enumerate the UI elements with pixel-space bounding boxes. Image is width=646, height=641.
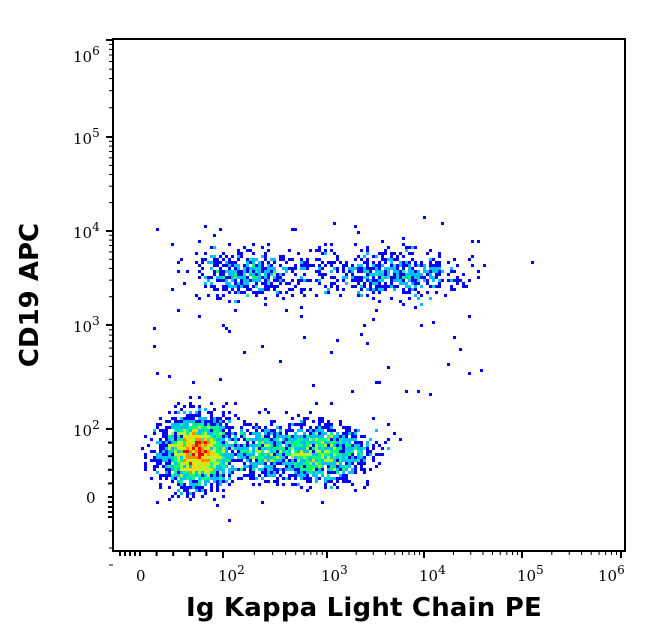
plot-frame (112, 38, 626, 552)
x-tick-label-0: 0 (136, 567, 146, 585)
x-axis-tick-labels: 0 102 103 104 105 106 (136, 563, 625, 585)
x-tick-label-1e3: 103 (321, 563, 348, 585)
x-tick-label-1e4: 104 (419, 563, 446, 585)
y-axis-tick-labels: 0 102 103 104 105 106 (73, 44, 100, 507)
y-tick-label-0: 0 (86, 489, 96, 507)
x-tick-label-1e5: 105 (517, 563, 544, 585)
y-axis-ticks (106, 39, 113, 566)
y-tick-label-1e3: 103 (73, 314, 100, 336)
x-tick-label-1e6: 106 (598, 563, 625, 585)
data-points (141, 216, 534, 522)
y-tick-label-1e6: 106 (73, 44, 100, 66)
x-axis-title: Ig Kappa Light Chain PE (186, 593, 542, 623)
x-axis-ticks (119, 551, 622, 558)
y-tick-label-1e4: 104 (73, 220, 100, 242)
x-tick-label-1e2: 102 (218, 563, 245, 585)
y-tick-label-1e2: 102 (73, 418, 100, 440)
y-tick-label-1e5: 105 (73, 126, 100, 148)
y-axis-title: CD19 APC (15, 222, 45, 368)
